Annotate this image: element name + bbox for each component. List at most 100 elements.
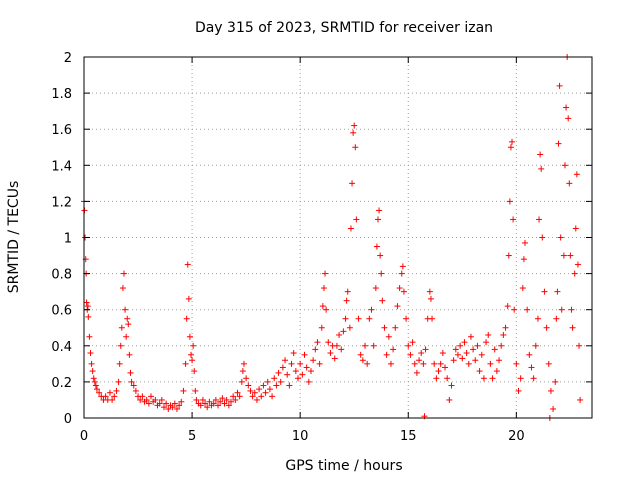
data-point xyxy=(519,285,526,292)
data-point xyxy=(554,288,561,295)
x-tick-label: 15 xyxy=(400,429,417,444)
data-point xyxy=(273,382,280,389)
data-point xyxy=(489,375,496,382)
data-point xyxy=(509,138,516,145)
y-tick-label: 1.8 xyxy=(51,87,72,102)
data-point xyxy=(234,389,241,396)
data-point xyxy=(251,389,258,396)
data-point xyxy=(178,398,185,405)
data-point xyxy=(336,331,343,338)
data-point xyxy=(396,285,403,292)
data-point xyxy=(171,400,178,407)
data-point xyxy=(463,350,470,357)
y-tick-label: 1.4 xyxy=(51,159,72,174)
data-point xyxy=(292,368,299,375)
data-point xyxy=(210,400,217,407)
data-point xyxy=(565,115,572,122)
data-point xyxy=(192,387,199,394)
data-point xyxy=(180,387,187,394)
data-point xyxy=(500,331,507,338)
data-point xyxy=(394,303,401,310)
data-point xyxy=(539,234,546,241)
data-point xyxy=(498,342,505,349)
data-point xyxy=(506,198,513,205)
y-tick-label: 1.2 xyxy=(51,195,72,210)
data-point xyxy=(116,360,123,367)
data-point xyxy=(550,405,557,412)
data-point xyxy=(258,393,265,400)
data-point xyxy=(239,368,246,375)
y-tick-label: 0 xyxy=(64,412,72,427)
data-point xyxy=(88,360,95,367)
data-point xyxy=(368,306,375,313)
data-point xyxy=(422,346,429,353)
data-point xyxy=(528,364,535,371)
data-point xyxy=(442,364,449,371)
data-point xyxy=(362,342,369,349)
data-point xyxy=(534,315,541,322)
data-point xyxy=(343,297,350,304)
data-point xyxy=(526,351,533,358)
data-point xyxy=(470,346,477,353)
data-point xyxy=(90,375,97,382)
x-tick-label: 5 xyxy=(188,429,196,444)
data-point xyxy=(137,396,144,403)
data-point xyxy=(199,396,206,403)
data-point xyxy=(127,369,134,376)
data-point xyxy=(472,357,479,364)
data-point xyxy=(553,315,560,322)
x-axis-label: GPS time / hours xyxy=(285,458,402,474)
data-point xyxy=(295,375,302,382)
data-point xyxy=(143,396,150,403)
data-point xyxy=(364,360,371,367)
y-tick-label: 0.8 xyxy=(51,268,72,283)
data-point xyxy=(351,122,358,129)
data-point xyxy=(271,375,278,382)
data-point xyxy=(310,357,317,364)
data-point xyxy=(106,389,113,396)
data-point xyxy=(381,324,388,331)
data-point xyxy=(288,360,295,367)
data-point xyxy=(227,398,234,405)
data-point xyxy=(236,393,243,400)
data-point xyxy=(510,216,517,223)
data-point xyxy=(555,140,562,147)
data-point xyxy=(556,82,563,89)
data-point xyxy=(560,252,567,259)
data-point xyxy=(286,382,293,389)
data-point xyxy=(474,342,481,349)
data-point xyxy=(366,315,373,322)
data-point xyxy=(89,368,96,375)
data-point xyxy=(496,357,503,364)
data-point xyxy=(102,393,109,400)
data-point xyxy=(429,315,436,322)
data-point xyxy=(126,351,133,358)
data-point xyxy=(269,393,276,400)
data-point xyxy=(320,285,327,292)
x-tick-label: 0 xyxy=(80,429,88,444)
data-point xyxy=(504,303,511,310)
data-point xyxy=(537,151,544,158)
data-point xyxy=(530,375,537,382)
data-point xyxy=(109,396,116,403)
data-point xyxy=(446,396,453,403)
data-point xyxy=(340,328,347,335)
data-point xyxy=(405,342,412,349)
data-point xyxy=(483,339,490,346)
data-point xyxy=(323,306,330,313)
data-point xyxy=(119,285,126,292)
data-point xyxy=(184,261,191,268)
x-tick-label: 20 xyxy=(508,429,525,444)
chart-title: Day 315 of 2023, SRMTID for receiver iza… xyxy=(195,20,493,36)
data-point xyxy=(374,216,381,223)
data-point xyxy=(148,393,155,400)
data-point xyxy=(301,351,308,358)
data-point xyxy=(347,225,354,232)
x-tick-label: 10 xyxy=(292,429,309,444)
data-point xyxy=(399,263,406,270)
data-point xyxy=(400,288,407,295)
data-point xyxy=(502,324,509,331)
data-point xyxy=(290,350,297,357)
data-point xyxy=(186,333,193,340)
